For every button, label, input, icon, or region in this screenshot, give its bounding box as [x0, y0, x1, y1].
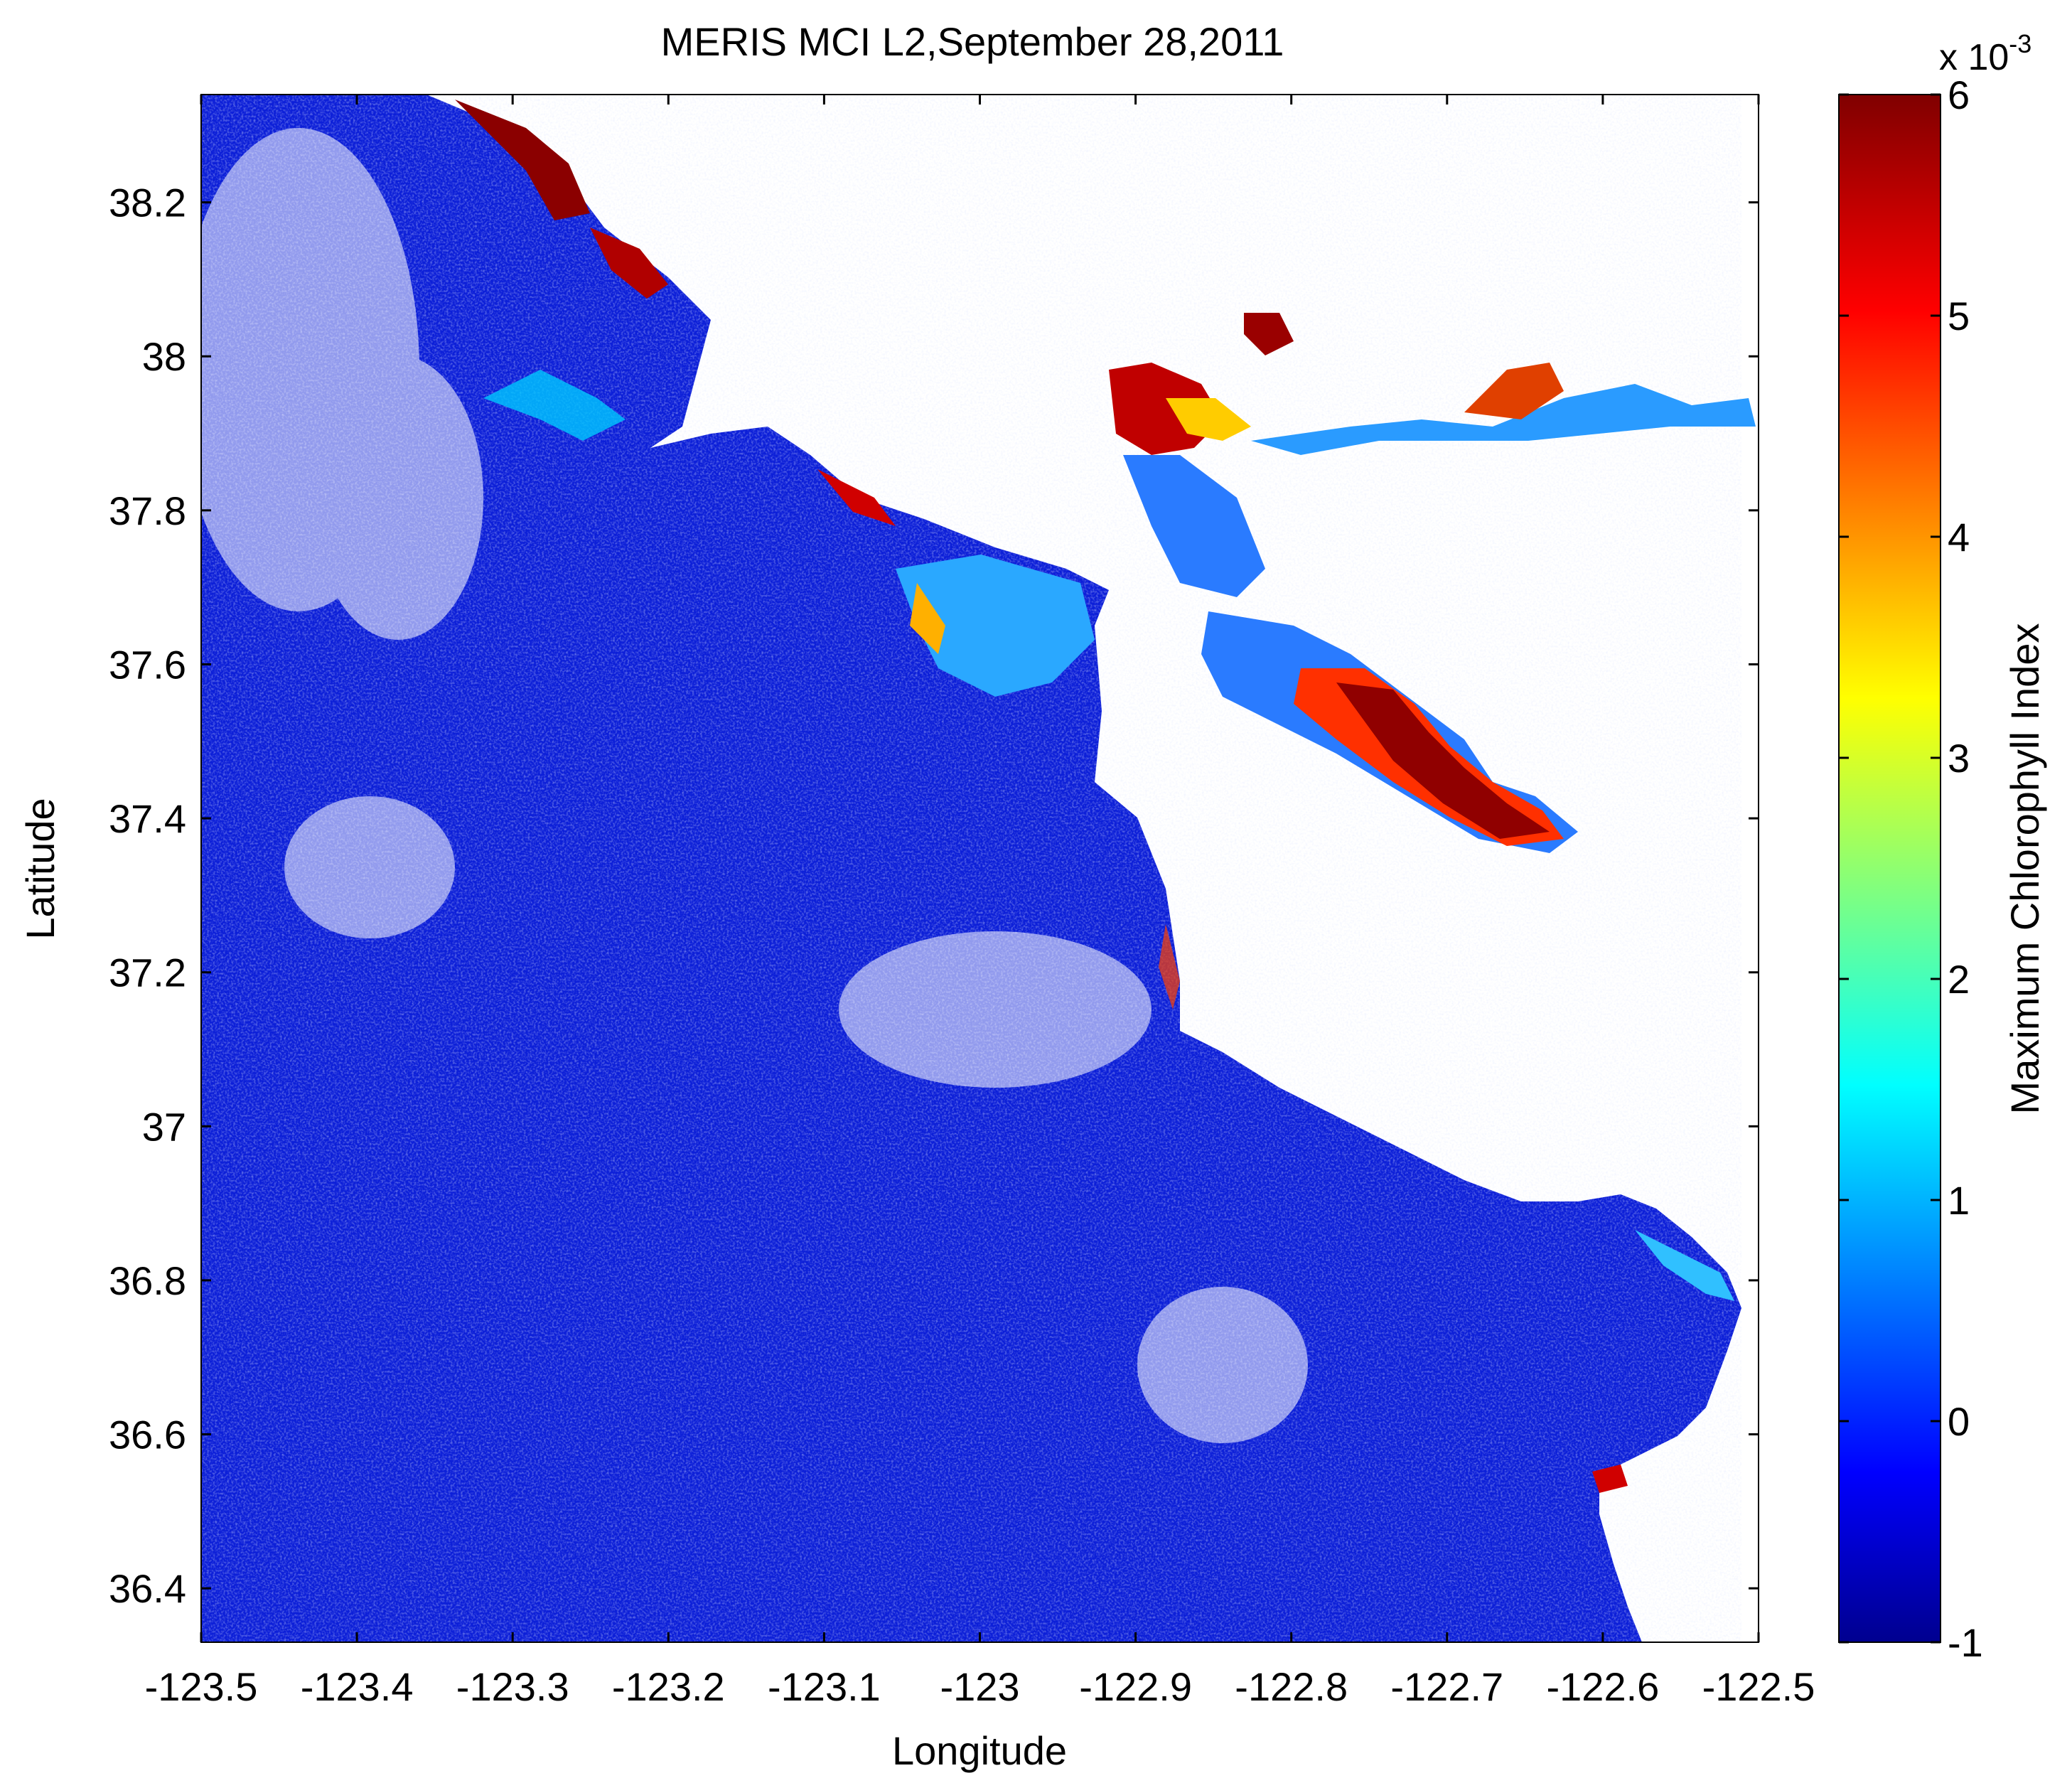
y-tick-label: 38: [142, 334, 186, 379]
x-tick-label: -123.1: [768, 1664, 881, 1709]
colorbar-ticks: -1 0 1 2 3 4 5 6: [1839, 73, 1983, 1665]
y-tick-label: 37: [142, 1104, 186, 1149]
colorbar-tick-label: 6: [1948, 73, 1970, 117]
x-tick-label: -123.4: [301, 1664, 414, 1709]
colorbar-exponent-base: x 10: [1939, 37, 2009, 78]
y-tick-label: 37.2: [109, 950, 186, 995]
x-axis-label: Longitude: [892, 1728, 1067, 1773]
colorbar-label: Maximum Chlorophyll Index: [2002, 623, 2047, 1115]
y-axis: 36.4 36.6 36.8 37 37.2 37.4 37.6 37.8 38 38.2: [109, 181, 1759, 1611]
x-tick-label: -123.3: [456, 1664, 569, 1709]
y-tick-label: 36.4: [109, 1566, 186, 1611]
x-tick-label: -122.5: [1702, 1664, 1815, 1709]
y-tick-label: 38.2: [109, 181, 186, 225]
y-tick-label: 36.6: [109, 1413, 186, 1457]
y-tick-label: 37.4: [109, 796, 186, 841]
colorbar-tick-label: 2: [1948, 957, 1970, 1002]
colorbar-tick-label: 0: [1948, 1399, 1970, 1444]
x-tick-label: -122.7: [1390, 1664, 1503, 1709]
colorbar: -1 0 1 2 3 4 5 6 x 10-3 Maximum Chlorophyll Ind…: [1838, 29, 2047, 1665]
x-axis: -123.5 -123.4 -123.3 -123.2 -123.1 -123 -122.9…: [145, 95, 1815, 1709]
colorbar-exponent: x 10-3: [1939, 29, 2031, 78]
colorbar-tick-label: 5: [1948, 294, 1970, 338]
y-tick-label: 37.6: [109, 642, 186, 687]
colorbar-gradient: [1839, 95, 1941, 1642]
x-tick-label: -123.5: [145, 1664, 258, 1709]
ocean-texture: [201, 95, 1741, 1642]
chart-title: MERIS MCI L2,September 28,2011: [661, 19, 1284, 64]
x-tick-label: -122.6: [1547, 1664, 1660, 1709]
x-tick-label: -122.8: [1235, 1664, 1348, 1709]
y-tick-label: 37.8: [109, 488, 186, 533]
colorbar-tick-label: -1: [1948, 1620, 1983, 1665]
colorbar-exponent-power: -3: [2009, 29, 2031, 58]
y-axis-label: Latitude: [18, 798, 63, 939]
colorbar-tick-label: 3: [1948, 736, 1970, 781]
colorbar-frame: [1838, 94, 1941, 1643]
colorbar-tick-label: 1: [1948, 1178, 1970, 1223]
x-tick-label: -123: [940, 1664, 1019, 1709]
colorbar-tick-label: 4: [1948, 515, 1970, 559]
cloud-mask: [201, 128, 1308, 1443]
x-tick-label: -123.2: [612, 1664, 725, 1709]
coastal-bloom: [455, 100, 1756, 1493]
y-tick-label: 36.8: [109, 1258, 186, 1303]
plot-area: [201, 95, 1759, 1642]
x-tick-label: -122.9: [1079, 1664, 1192, 1709]
